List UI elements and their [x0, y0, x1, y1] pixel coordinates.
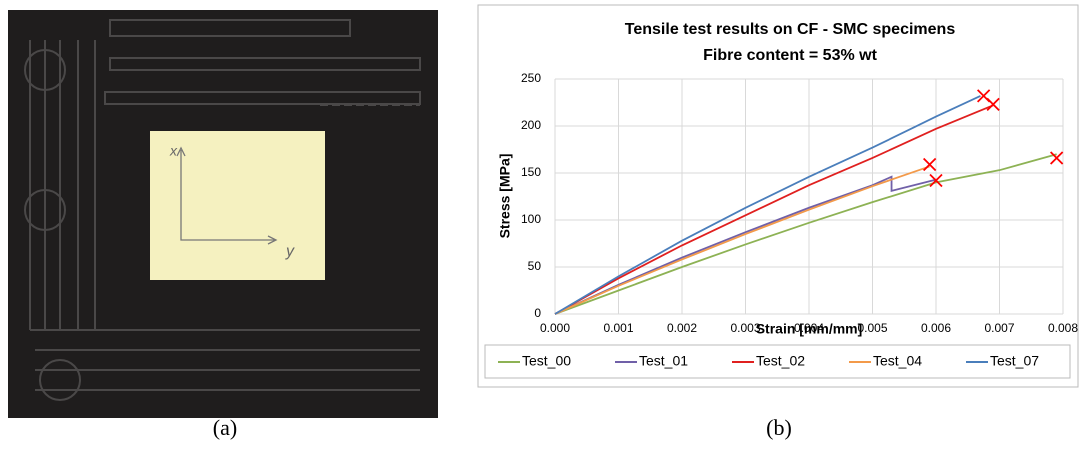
- marker-stroke: [1050, 151, 1064, 165]
- y-tick-label: 250: [521, 71, 541, 85]
- marker-stroke: [923, 157, 937, 172]
- x-tick-label: 0.007: [984, 321, 1014, 335]
- series-line: [554, 95, 981, 315]
- legend-label: Test_02: [756, 353, 805, 369]
- legend-label: Test_07: [990, 353, 1039, 369]
- note-label: x: [169, 143, 178, 159]
- x-tick-label: 0.002: [667, 321, 697, 335]
- series-line: [554, 153, 1057, 315]
- marker-stroke: [976, 89, 991, 103]
- marker-stroke: [929, 173, 943, 188]
- y-tick-label: 150: [521, 165, 541, 179]
- x-tick-label: 0.004: [794, 321, 824, 335]
- legend-label: Test_04: [873, 353, 922, 369]
- legend-label: Test_00: [522, 353, 571, 369]
- marker-stroke: [986, 97, 1000, 112]
- sticky-note: [150, 131, 325, 280]
- caption: (a): [213, 415, 237, 440]
- photo: x y: [8, 10, 438, 418]
- chart-title: Tensile test results on CF - SMC specime…: [625, 21, 956, 38]
- failure-marker: [923, 157, 937, 172]
- x-axis-label: Strain [mm/mm]: [756, 321, 863, 337]
- legend-box: [484, 344, 1071, 379]
- x-tick-label: 0.006: [921, 321, 951, 335]
- chart-frame: [477, 4, 1079, 388]
- y-tick-label: 100: [521, 212, 541, 226]
- note-axes: [176, 146, 278, 245]
- y-axis-label: Stress [MPa]: [497, 154, 513, 239]
- y-tick-label: 50: [528, 259, 542, 273]
- y-tick-label: 0: [534, 306, 541, 320]
- specimen-grooves: [24, 19, 421, 401]
- failure-marker: [929, 173, 943, 188]
- series-line: [554, 165, 930, 315]
- y-tick-label: 200: [521, 118, 541, 132]
- failure-marker: [986, 97, 1000, 112]
- note-label: y: [285, 243, 295, 260]
- legend-label: Test_01: [639, 353, 688, 369]
- failure-marker: [1050, 151, 1064, 165]
- series-line: [554, 104, 994, 315]
- x-tick-label: 0.001: [603, 321, 633, 335]
- x-tick-label: 0.005: [857, 321, 887, 335]
- x-tick-label: 0.008: [1048, 321, 1078, 335]
- caption: (b): [766, 415, 792, 440]
- series-line: [554, 175, 937, 315]
- x-tick-label: 0.000: [540, 321, 570, 335]
- x-tick-label: 0.003: [730, 321, 760, 335]
- chart-subtitle: Fibre content = 53% wt: [703, 47, 877, 64]
